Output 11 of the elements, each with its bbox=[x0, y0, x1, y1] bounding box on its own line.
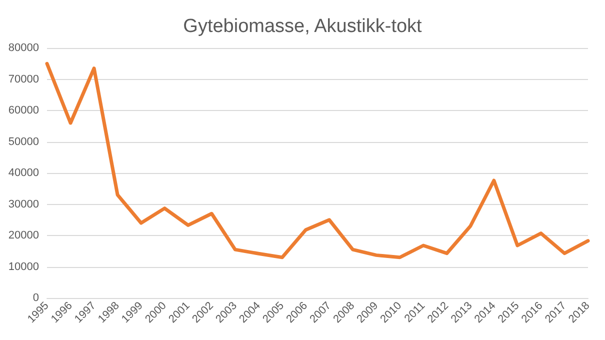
y-tick-label: 40000 bbox=[8, 167, 39, 179]
y-tick-label: 0 bbox=[32, 292, 39, 304]
chart-title: Gytebiomasse, Akustikk-tokt bbox=[183, 16, 423, 37]
y-tick-label: 20000 bbox=[8, 230, 39, 242]
y-tick-label: 80000 bbox=[8, 42, 39, 54]
line-series bbox=[45, 62, 590, 260]
y-tick-label: 70000 bbox=[8, 73, 39, 86]
y-tick-label: 60000 bbox=[8, 104, 39, 116]
y-tick-label: 30000 bbox=[8, 198, 39, 210]
y-tick-label: 10000 bbox=[8, 260, 39, 273]
y-tick-label: 50000 bbox=[8, 136, 39, 148]
